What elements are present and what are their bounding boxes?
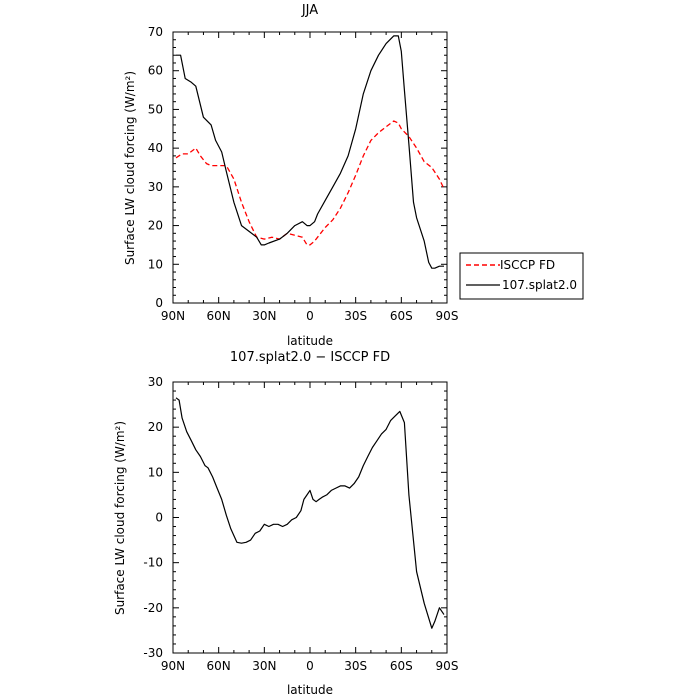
bottom-chart-x-tick-label: 60S bbox=[390, 659, 413, 673]
top-chart-x-tick-label: 30S bbox=[344, 309, 367, 323]
bottom-chart-title: 107.splat2.0 − ISCCP FD bbox=[230, 350, 390, 365]
legend-label-model: 107.splat2.0 bbox=[502, 278, 577, 292]
bottom-chart-x-tick-label: 30N bbox=[252, 659, 276, 673]
top-chart-plot-frame bbox=[172, 31, 448, 304]
top-chart-legend: ISCCP FD 107.splat2.0 bbox=[459, 252, 584, 300]
top-chart-series-line-0 bbox=[175, 120, 445, 246]
bottom-chart-y-tick-label: -10 bbox=[143, 556, 163, 570]
bottom-chart-series bbox=[175, 397, 445, 629]
top-chart-y-tick-label: 60 bbox=[148, 64, 163, 78]
top-chart-y-tick-label: 40 bbox=[148, 141, 163, 155]
bottom-chart-x-tick-label: 30S bbox=[344, 659, 367, 673]
top-chart-y-tick-label: 20 bbox=[148, 219, 163, 233]
top-chart-x-axis-label: latitude bbox=[287, 334, 333, 348]
top-chart-y-tick-label: 70 bbox=[148, 25, 163, 39]
top-chart-series-line-1 bbox=[176, 35, 444, 269]
top-chart-x-tick-label: 60N bbox=[207, 309, 231, 323]
legend-box bbox=[459, 252, 584, 300]
bottom-chart-x-tick-label: 90N bbox=[161, 659, 185, 673]
bottom-chart-y-tick-label: 10 bbox=[148, 465, 163, 479]
bottom-chart-y-tick-label: 20 bbox=[148, 420, 163, 434]
bottom-chart-x-axis-label: latitude bbox=[287, 683, 333, 697]
top-chart-y-tick-label: 10 bbox=[148, 257, 163, 271]
top-chart-y-tick-label: 30 bbox=[148, 180, 163, 194]
bottom-chart-y-tick-label: 0 bbox=[155, 511, 163, 525]
top-chart-x-tick-label: 0 bbox=[306, 309, 314, 323]
bottom-chart-series-line-0 bbox=[175, 397, 445, 629]
bottom-chart-ticks: 90N 60N 30N 0 30S 60S 90S -30 -20 -10 0 10 20 30 bbox=[143, 375, 458, 673]
top-chart-x-tick-label: 90N bbox=[161, 309, 185, 323]
bottom-chart-x-tick-label: 60N bbox=[207, 659, 231, 673]
top-chart-title: JJA bbox=[301, 3, 318, 18]
bottom-chart-plot-frame bbox=[172, 381, 448, 654]
top-chart-x-tick-label: 90S bbox=[436, 309, 459, 323]
top-chart-ticks: 90N 60N 30N 0 30S 60S 90S 0 10 20 30 40 50 60 70 bbox=[148, 25, 459, 323]
bottom-chart-x-tick-label: 0 bbox=[306, 659, 314, 673]
bottom-chart-y-axis-label: Surface LW cloud forcing (W/m²) bbox=[113, 421, 127, 615]
top-chart-y-axis-label: Surface LW cloud forcing (W/m²) bbox=[123, 71, 137, 265]
bottom-chart-y-tick-label: -30 bbox=[143, 646, 163, 660]
bottom-chart-y-tick-label: -20 bbox=[143, 601, 163, 615]
top-chart-y-tick-label: 0 bbox=[155, 296, 163, 310]
top-chart: JJA Surface LW cloud forcing (W/m²) lati… bbox=[123, 3, 584, 348]
top-chart-x-tick-label: 30N bbox=[252, 309, 276, 323]
top-chart-x-tick-label: 60S bbox=[390, 309, 413, 323]
legend-label-isccp: ISCCP FD bbox=[500, 258, 555, 272]
bottom-chart-y-tick-label: 30 bbox=[148, 375, 163, 389]
bottom-chart-x-tick-label: 90S bbox=[436, 659, 459, 673]
bottom-chart: 107.splat2.0 − ISCCP FD Surface LW cloud… bbox=[113, 350, 458, 697]
top-chart-y-tick-label: 50 bbox=[148, 102, 163, 116]
top-chart-series bbox=[175, 35, 445, 269]
